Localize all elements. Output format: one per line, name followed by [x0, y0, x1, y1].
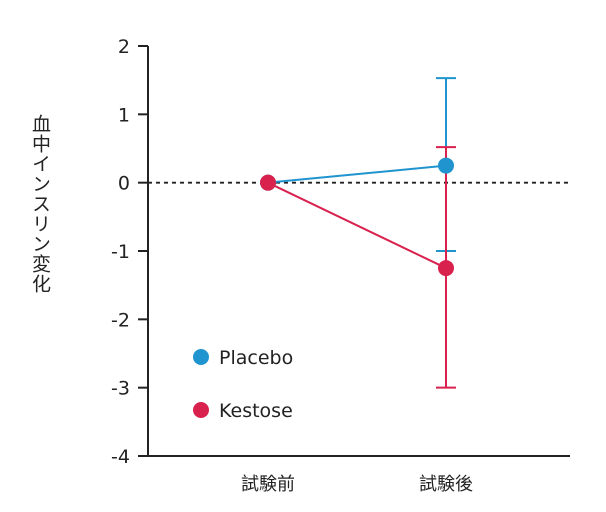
- x-category-label: 試験前: [241, 474, 295, 495]
- y-tick-label: -1: [111, 241, 130, 263]
- y-tick-label: 0: [118, 173, 130, 195]
- x-category-label: 試験後: [419, 474, 473, 495]
- y-axis-label-group: 血中インスリン変化: [29, 114, 51, 294]
- legend-label: Placebo: [219, 347, 293, 369]
- y-tick-label: 1: [118, 104, 130, 126]
- series-group: [260, 77, 456, 389]
- y-tick-label: -4: [111, 446, 130, 468]
- series-line: [267, 164, 447, 184]
- data-point: [438, 260, 454, 277]
- legend-marker: [193, 349, 209, 365]
- data-point: [438, 157, 454, 174]
- series-line: [267, 181, 447, 269]
- legend-marker: [193, 402, 209, 418]
- legend-group: Placebo Kestose: [193, 347, 293, 422]
- x-categories-group: 試験前 試験後: [241, 474, 473, 495]
- legend-label: Kestose: [219, 400, 293, 422]
- y-ticks-group: 2 1 0 -1 -2 -3 -4: [111, 36, 148, 468]
- y-axis-label: 血中インスリン変化: [29, 114, 51, 294]
- y-tick-label: -3: [111, 378, 130, 400]
- data-point: [260, 174, 276, 191]
- y-tick-label: -2: [111, 309, 130, 331]
- y-tick-label: 2: [118, 36, 130, 58]
- axes-group: [147, 46, 570, 457]
